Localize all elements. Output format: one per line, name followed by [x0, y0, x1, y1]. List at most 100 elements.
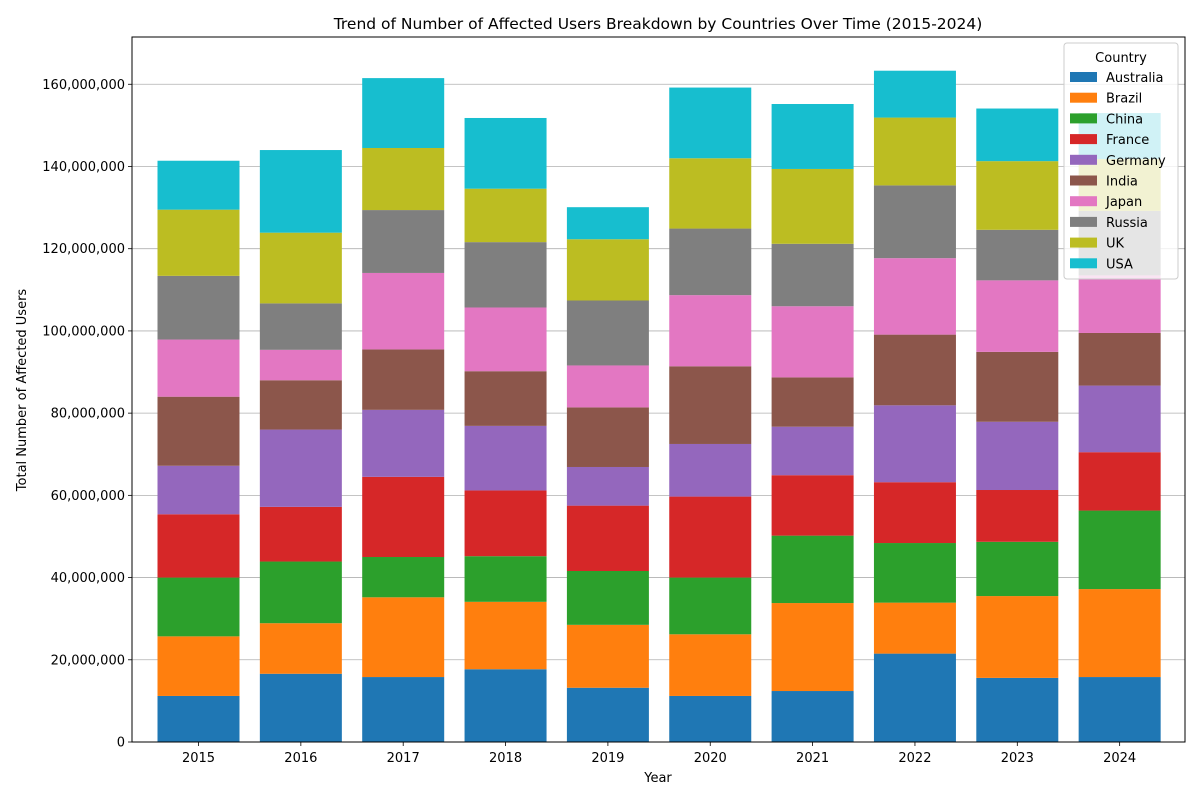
- bar-segment-germany-2022: [873, 405, 956, 483]
- bar-segment-china-2016: [259, 561, 342, 624]
- legend-label-uk: UK: [1106, 237, 1125, 252]
- y-tick-label: 0: [117, 736, 125, 751]
- y-tick-label: 140,000,000: [42, 160, 125, 175]
- bar-segment-japan-2021: [771, 306, 854, 378]
- x-tick-label: 2020: [694, 751, 727, 766]
- bar-segment-usa-2023: [976, 108, 1059, 162]
- legend-label-china: China: [1106, 112, 1143, 127]
- legend-label-australia: Australia: [1106, 71, 1164, 86]
- bar-segment-india-2021: [771, 377, 854, 427]
- legend-swatch-australia: [1070, 72, 1097, 82]
- bar-segment-germany-2021: [771, 426, 854, 476]
- bar-segment-brazil-2017: [362, 597, 445, 678]
- bar-segment-china-2015: [157, 577, 240, 637]
- bar-segment-germany-2016: [259, 429, 342, 507]
- legend-swatch-uk: [1070, 237, 1097, 248]
- legend-swatch-india: [1070, 175, 1097, 186]
- bar-segment-brazil-2015: [157, 636, 240, 696]
- bar-segment-usa-2021: [771, 104, 854, 169]
- bar-segment-germany-2015: [157, 465, 240, 515]
- bar-segment-russia-2021: [771, 243, 854, 307]
- bar-segment-australia-2021: [771, 691, 854, 742]
- bar-segment-uk-2017: [362, 147, 445, 211]
- x-tick-label: 2018: [489, 751, 522, 766]
- bar-segment-china-2020: [669, 577, 752, 635]
- bar-segment-japan-2019: [566, 365, 649, 408]
- x-tick-label: 2023: [1001, 751, 1034, 766]
- legend-label-india: India: [1106, 175, 1138, 190]
- x-tick-label: 2019: [591, 751, 624, 766]
- bars: [157, 70, 1161, 742]
- bar-segment-australia-2024: [1078, 677, 1161, 742]
- bar-segment-australia-2023: [976, 677, 1059, 742]
- legend-swatch-germany: [1070, 154, 1097, 165]
- bar-segment-japan-2017: [362, 272, 445, 350]
- bar-segment-japan-2020: [669, 295, 752, 367]
- x-tick-label: 2022: [898, 751, 931, 766]
- bar-segment-china-2022: [873, 543, 956, 603]
- x-tick-label: 2016: [284, 751, 317, 766]
- bar-segment-france-2022: [873, 482, 956, 544]
- bar-segment-france-2024: [1078, 452, 1161, 511]
- bar-segment-brazil-2020: [669, 634, 752, 696]
- legend-label-france: France: [1106, 133, 1149, 148]
- x-axis-label: Year: [643, 771, 672, 786]
- bar-segment-brazil-2021: [771, 603, 854, 692]
- bar-segment-uk-2018: [464, 188, 547, 243]
- bar-segment-uk-2022: [873, 117, 956, 186]
- bar-segment-japan-2023: [976, 280, 1059, 352]
- bar-segment-usa-2019: [566, 207, 649, 240]
- bar-segment-china-2021: [771, 535, 854, 604]
- x-tick-label: 2021: [796, 751, 829, 766]
- bar-segment-india-2017: [362, 349, 445, 410]
- legend-label-russia: Russia: [1106, 216, 1148, 231]
- legend-title: Country: [1095, 51, 1147, 66]
- bar-segment-france-2017: [362, 476, 445, 558]
- legend-swatch-france: [1070, 134, 1097, 145]
- bar-segment-australia-2019: [566, 687, 649, 742]
- bar-segment-russia-2017: [362, 210, 445, 273]
- bar-segment-usa-2016: [259, 150, 342, 233]
- bar-segment-usa-2015: [157, 160, 240, 210]
- legend-label-japan: Japan: [1105, 195, 1142, 210]
- bar-segment-france-2021: [771, 475, 854, 536]
- bar-segment-france-2016: [259, 506, 342, 562]
- bar-segment-uk-2021: [771, 168, 854, 244]
- axis-ticks: 0 20,000,000 40,000,000 60,000,000 80,000,00…: [42, 78, 1136, 766]
- legend-swatch-russia: [1070, 216, 1097, 227]
- y-tick-label: 40,000,000: [51, 571, 125, 586]
- bar-segment-china-2018: [464, 556, 547, 602]
- bar-segment-usa-2017: [362, 78, 445, 148]
- bar-segment-germany-2024: [1078, 385, 1161, 453]
- y-tick-label: 20,000,000: [51, 653, 125, 668]
- bar-segment-brazil-2022: [873, 602, 956, 654]
- legend-swatch-brazil: [1070, 92, 1097, 103]
- bar-segment-india-2020: [669, 366, 752, 444]
- bar-segment-china-2017: [362, 557, 445, 598]
- bar-segment-japan-2018: [464, 307, 547, 372]
- legend-label-germany: Germany: [1106, 154, 1166, 169]
- bar-segment-france-2023: [976, 490, 1059, 542]
- bar-segment-uk-2020: [669, 158, 752, 229]
- bar-segment-russia-2015: [157, 275, 240, 340]
- x-tick-label: 2017: [387, 751, 420, 766]
- bar-segment-australia-2020: [669, 695, 752, 742]
- legend-swatch-japan: [1070, 196, 1097, 207]
- legend-items: Australia Brazil China France Germany India Ja…: [1070, 71, 1166, 272]
- bar-segment-germany-2019: [566, 466, 649, 506]
- bar-segment-china-2024: [1078, 510, 1161, 590]
- bar-segment-australia-2018: [464, 669, 547, 742]
- bar-segment-brazil-2023: [976, 596, 1059, 678]
- bar-segment-france-2015: [157, 514, 240, 578]
- bar-segment-brazil-2019: [566, 624, 649, 688]
- bar-segment-france-2019: [566, 505, 649, 571]
- bar-segment-usa-2022: [873, 70, 956, 118]
- bar-segment-france-2020: [669, 496, 752, 578]
- x-tick-label: 2024: [1103, 751, 1136, 766]
- legend-label-brazil: Brazil: [1106, 92, 1142, 107]
- bar-segment-japan-2024: [1078, 275, 1161, 333]
- y-tick-label: 160,000,000: [42, 78, 125, 93]
- bar-segment-india-2016: [259, 380, 342, 430]
